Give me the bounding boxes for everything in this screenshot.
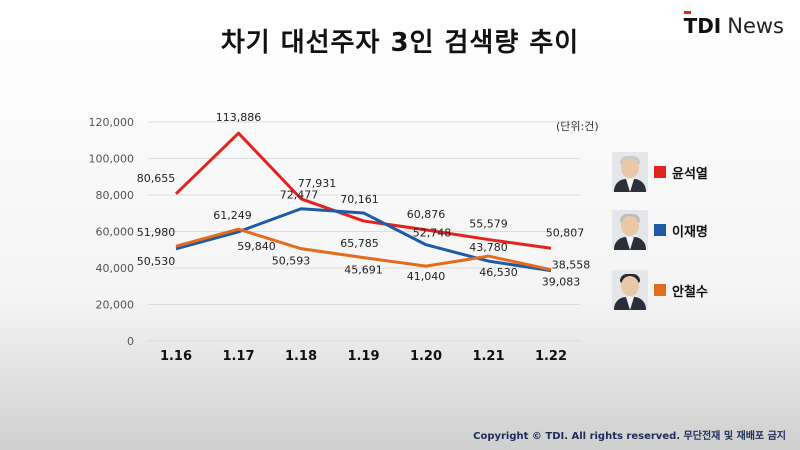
y-tick-label: 20,000 bbox=[96, 299, 135, 312]
legend-swatch bbox=[654, 166, 666, 178]
data-label: 45,691 bbox=[344, 264, 383, 277]
legend-label: 안철수 bbox=[672, 284, 708, 300]
data-label: 43,780 bbox=[469, 241, 508, 254]
data-label: 41,040 bbox=[407, 270, 446, 283]
x-tick-label: 1.19 bbox=[347, 349, 379, 364]
data-label: 59,840 bbox=[237, 240, 276, 253]
data-label: 46,530 bbox=[479, 266, 518, 279]
y-tick-label: 60,000 bbox=[96, 226, 135, 239]
y-tick-label: 40,000 bbox=[96, 262, 135, 275]
person-photo-icon bbox=[612, 270, 648, 310]
y-tick-label: 80,000 bbox=[96, 189, 135, 202]
copyright-footer: Copyright © TDI. All rights reserved. 무단… bbox=[473, 431, 786, 442]
data-label: 39,083 bbox=[542, 276, 581, 289]
y-tick-label: 120,000 bbox=[89, 116, 135, 129]
data-label: 80,655 bbox=[137, 172, 176, 185]
data-label: 70,161 bbox=[340, 193, 379, 206]
data-label: 77,931 bbox=[298, 177, 337, 190]
data-label: 50,593 bbox=[272, 255, 311, 268]
data-label: 113,886 bbox=[216, 111, 262, 124]
logo-mark: TDI bbox=[683, 11, 722, 38]
data-labels: 80,655 113,886 77,931 65,785 60,876 55,579 50,… bbox=[137, 111, 591, 289]
data-label: 50,807 bbox=[546, 226, 585, 239]
x-tick-label: 1.21 bbox=[472, 349, 504, 364]
legend-label: 이재명 bbox=[672, 224, 708, 240]
legend-item-lee: 이재명 bbox=[612, 210, 708, 250]
x-tick-label: 1.18 bbox=[285, 349, 317, 364]
legend-item-ahn: 안철수 bbox=[612, 270, 708, 310]
chart-title: 차기 대선주자 3인 검색량 추이 bbox=[220, 28, 580, 58]
person-photo-icon bbox=[612, 152, 648, 192]
logo-text: News bbox=[727, 14, 784, 38]
tdi-news-logo: TDI News bbox=[683, 11, 784, 40]
y-tick-label: 100,000 bbox=[89, 153, 135, 166]
series-line bbox=[175, 227, 552, 272]
legend-swatch bbox=[654, 224, 666, 236]
data-label: 52,748 bbox=[413, 227, 452, 240]
x-tick-label: 1.16 bbox=[160, 349, 192, 364]
x-tick-label: 1.17 bbox=[222, 349, 254, 364]
legend-swatch bbox=[654, 284, 666, 296]
data-label: 55,579 bbox=[469, 218, 508, 231]
x-tick-label: 1.22 bbox=[535, 349, 567, 364]
person-photo-icon bbox=[612, 210, 648, 250]
y-tick-label: 0 bbox=[127, 335, 134, 348]
series-line bbox=[174, 131, 552, 250]
data-label: 50,530 bbox=[137, 255, 176, 268]
grid-lines bbox=[148, 121, 580, 342]
x-axis: 1.16 1.17 1.18 1.19 1.20 1.21 1.22 bbox=[160, 349, 567, 364]
data-label: 38,558 bbox=[552, 259, 591, 272]
data-label: 65,785 bbox=[340, 237, 379, 250]
data-label: 60,876 bbox=[407, 208, 446, 221]
unit-label: (단위:건) bbox=[556, 120, 599, 133]
legend-label: 윤석열 bbox=[672, 166, 708, 182]
legend-item-yoon: 윤석열 bbox=[612, 152, 708, 192]
series-line bbox=[175, 207, 552, 273]
data-label: 72,477 bbox=[280, 189, 319, 202]
series-lines bbox=[174, 131, 552, 273]
data-label: 61,249 bbox=[213, 209, 252, 222]
x-tick-label: 1.20 bbox=[410, 349, 442, 364]
y-axis: 0 20,000 40,000 60,000 80,000 100,000 120,000 bbox=[89, 116, 135, 348]
data-label: 51,980 bbox=[137, 226, 176, 239]
